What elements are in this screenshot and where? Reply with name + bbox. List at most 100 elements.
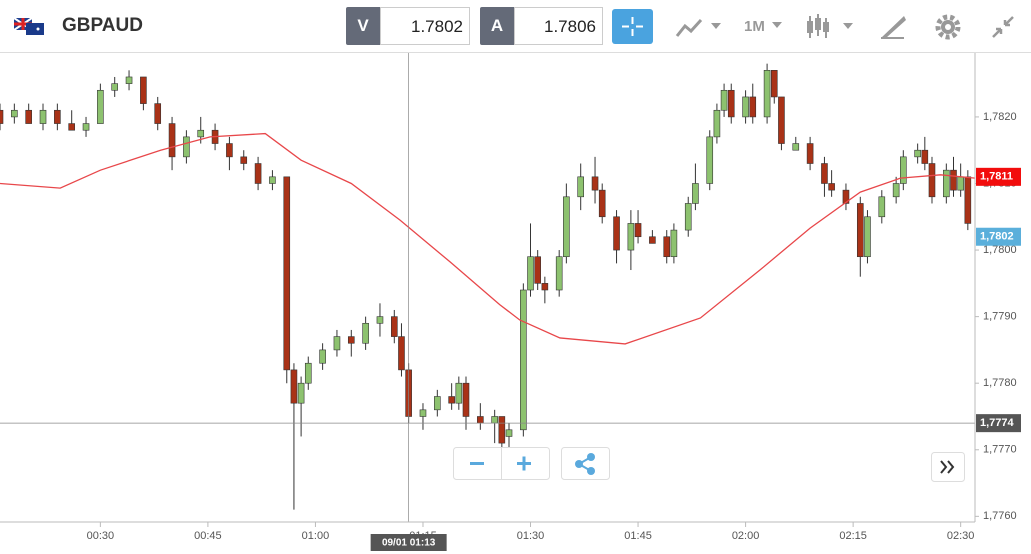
candle-body: [598, 189, 606, 218]
x-tick-label: 01:30: [517, 530, 545, 542]
collapse-button[interactable]: [990, 14, 1016, 40]
candle-body: [778, 96, 785, 144]
candle-body: [684, 203, 692, 231]
candle-body: [68, 123, 75, 131]
x-tick-label: 02:15: [839, 530, 867, 542]
candle-body: [806, 143, 814, 164]
scroll-end-button[interactable]: [931, 452, 965, 482]
timeframe[interactable]: 1M: [744, 18, 765, 35]
candle-body: [770, 70, 778, 98]
candle-body: [527, 256, 534, 291]
candle-body: [498, 416, 506, 444]
candle-body: [304, 362, 312, 384]
candle-body: [749, 96, 757, 118]
y-tick-label: 1,7800: [983, 244, 1017, 256]
candle-body: [627, 223, 635, 251]
candle-body: [226, 143, 233, 158]
candle-body: [720, 89, 728, 111]
candle-body: [333, 336, 341, 351]
price-marker-label: 1,7811: [980, 171, 1013, 183]
candle-body: [828, 183, 835, 191]
candle-body: [856, 203, 864, 258]
timeframe-caret: [772, 22, 782, 28]
candle-body: [663, 236, 671, 258]
candle-body: [455, 382, 463, 404]
candle-body: [505, 429, 513, 437]
candle-body: [534, 256, 541, 284]
ask-label[interactable]: A: [480, 7, 514, 45]
candle-body: [197, 129, 205, 138]
candle-body: [0, 109, 4, 124]
candle-body: [577, 176, 584, 198]
candle-body: [763, 70, 771, 118]
candle-body: [692, 183, 699, 204]
candle-body: [842, 189, 850, 204]
y-tick-label: 1,7770: [983, 444, 1017, 456]
candle-body: [921, 149, 929, 164]
candle-body: [11, 109, 18, 118]
candle-body: [957, 176, 964, 191]
candle-body: [742, 96, 749, 118]
candle-body: [613, 216, 620, 251]
candle-body: [634, 223, 642, 238]
crosshair-y-box: [976, 414, 1021, 433]
candle-body: [297, 382, 305, 404]
price-marker-box: [976, 227, 1021, 246]
crosshair-x-box: [370, 534, 447, 551]
candle-body: [419, 409, 427, 417]
candle-body: [555, 256, 563, 291]
candle-body: [491, 416, 498, 424]
candle-body: [125, 76, 133, 84]
candle-body: [254, 163, 262, 184]
candle-body: [97, 89, 104, 124]
candle-body: [168, 123, 176, 158]
candle-body: [591, 176, 599, 191]
candle-body: [290, 369, 298, 404]
candle-body: [706, 136, 714, 184]
x-tick-label: 01:00: [302, 530, 330, 542]
y-tick-label: 1,7790: [983, 311, 1017, 323]
ask-price[interactable]: 1.7806: [514, 7, 603, 45]
settings-button[interactable]: [934, 13, 962, 41]
candle-body: [520, 289, 527, 431]
candle-body: [950, 169, 957, 191]
draw-button[interactable]: [878, 12, 908, 42]
candle-body: [54, 109, 61, 124]
x-tick-label: 00:30: [87, 530, 115, 542]
candle-body: [448, 396, 455, 404]
candle-body: [376, 316, 384, 324]
bid-price[interactable]: 1.7802: [380, 7, 470, 45]
candle-body: [892, 183, 900, 198]
toolbar: GBPAUD V 1.7802 A 1.7806 1M: [0, 0, 1031, 53]
crosshair-button[interactable]: [612, 9, 653, 44]
candle-body: [434, 396, 441, 411]
candle-body: [140, 76, 147, 104]
candle-body: [713, 109, 721, 138]
candle-body: [821, 163, 828, 184]
candle-body: [347, 336, 355, 344]
y-tick-label: 1,7760: [983, 510, 1017, 522]
symbol[interactable]: GBPAUD: [62, 15, 143, 36]
candle-body: [39, 109, 47, 124]
candle-body: [964, 176, 972, 224]
candle-body: [541, 283, 549, 291]
chart-type-button[interactable]: [675, 14, 723, 40]
candles-button[interactable]: [806, 12, 856, 42]
share-button[interactable]: [561, 447, 610, 480]
candle-body: [792, 143, 800, 151]
x-tick-label: 02:00: [732, 530, 760, 542]
candle-body: [563, 196, 570, 258]
zoom-in[interactable]: [517, 456, 531, 471]
candle-body: [878, 196, 886, 218]
candle-body: [269, 176, 276, 184]
candle-body: [914, 149, 921, 158]
candle-body: [727, 89, 735, 118]
zoom-controls: [453, 447, 550, 480]
bid-label[interactable]: V: [346, 7, 380, 45]
candle-body: [649, 236, 656, 244]
y-tick-label: 1,7780: [983, 377, 1017, 389]
candle-body: [154, 103, 162, 124]
x-tick-label: 01:45: [624, 530, 652, 542]
